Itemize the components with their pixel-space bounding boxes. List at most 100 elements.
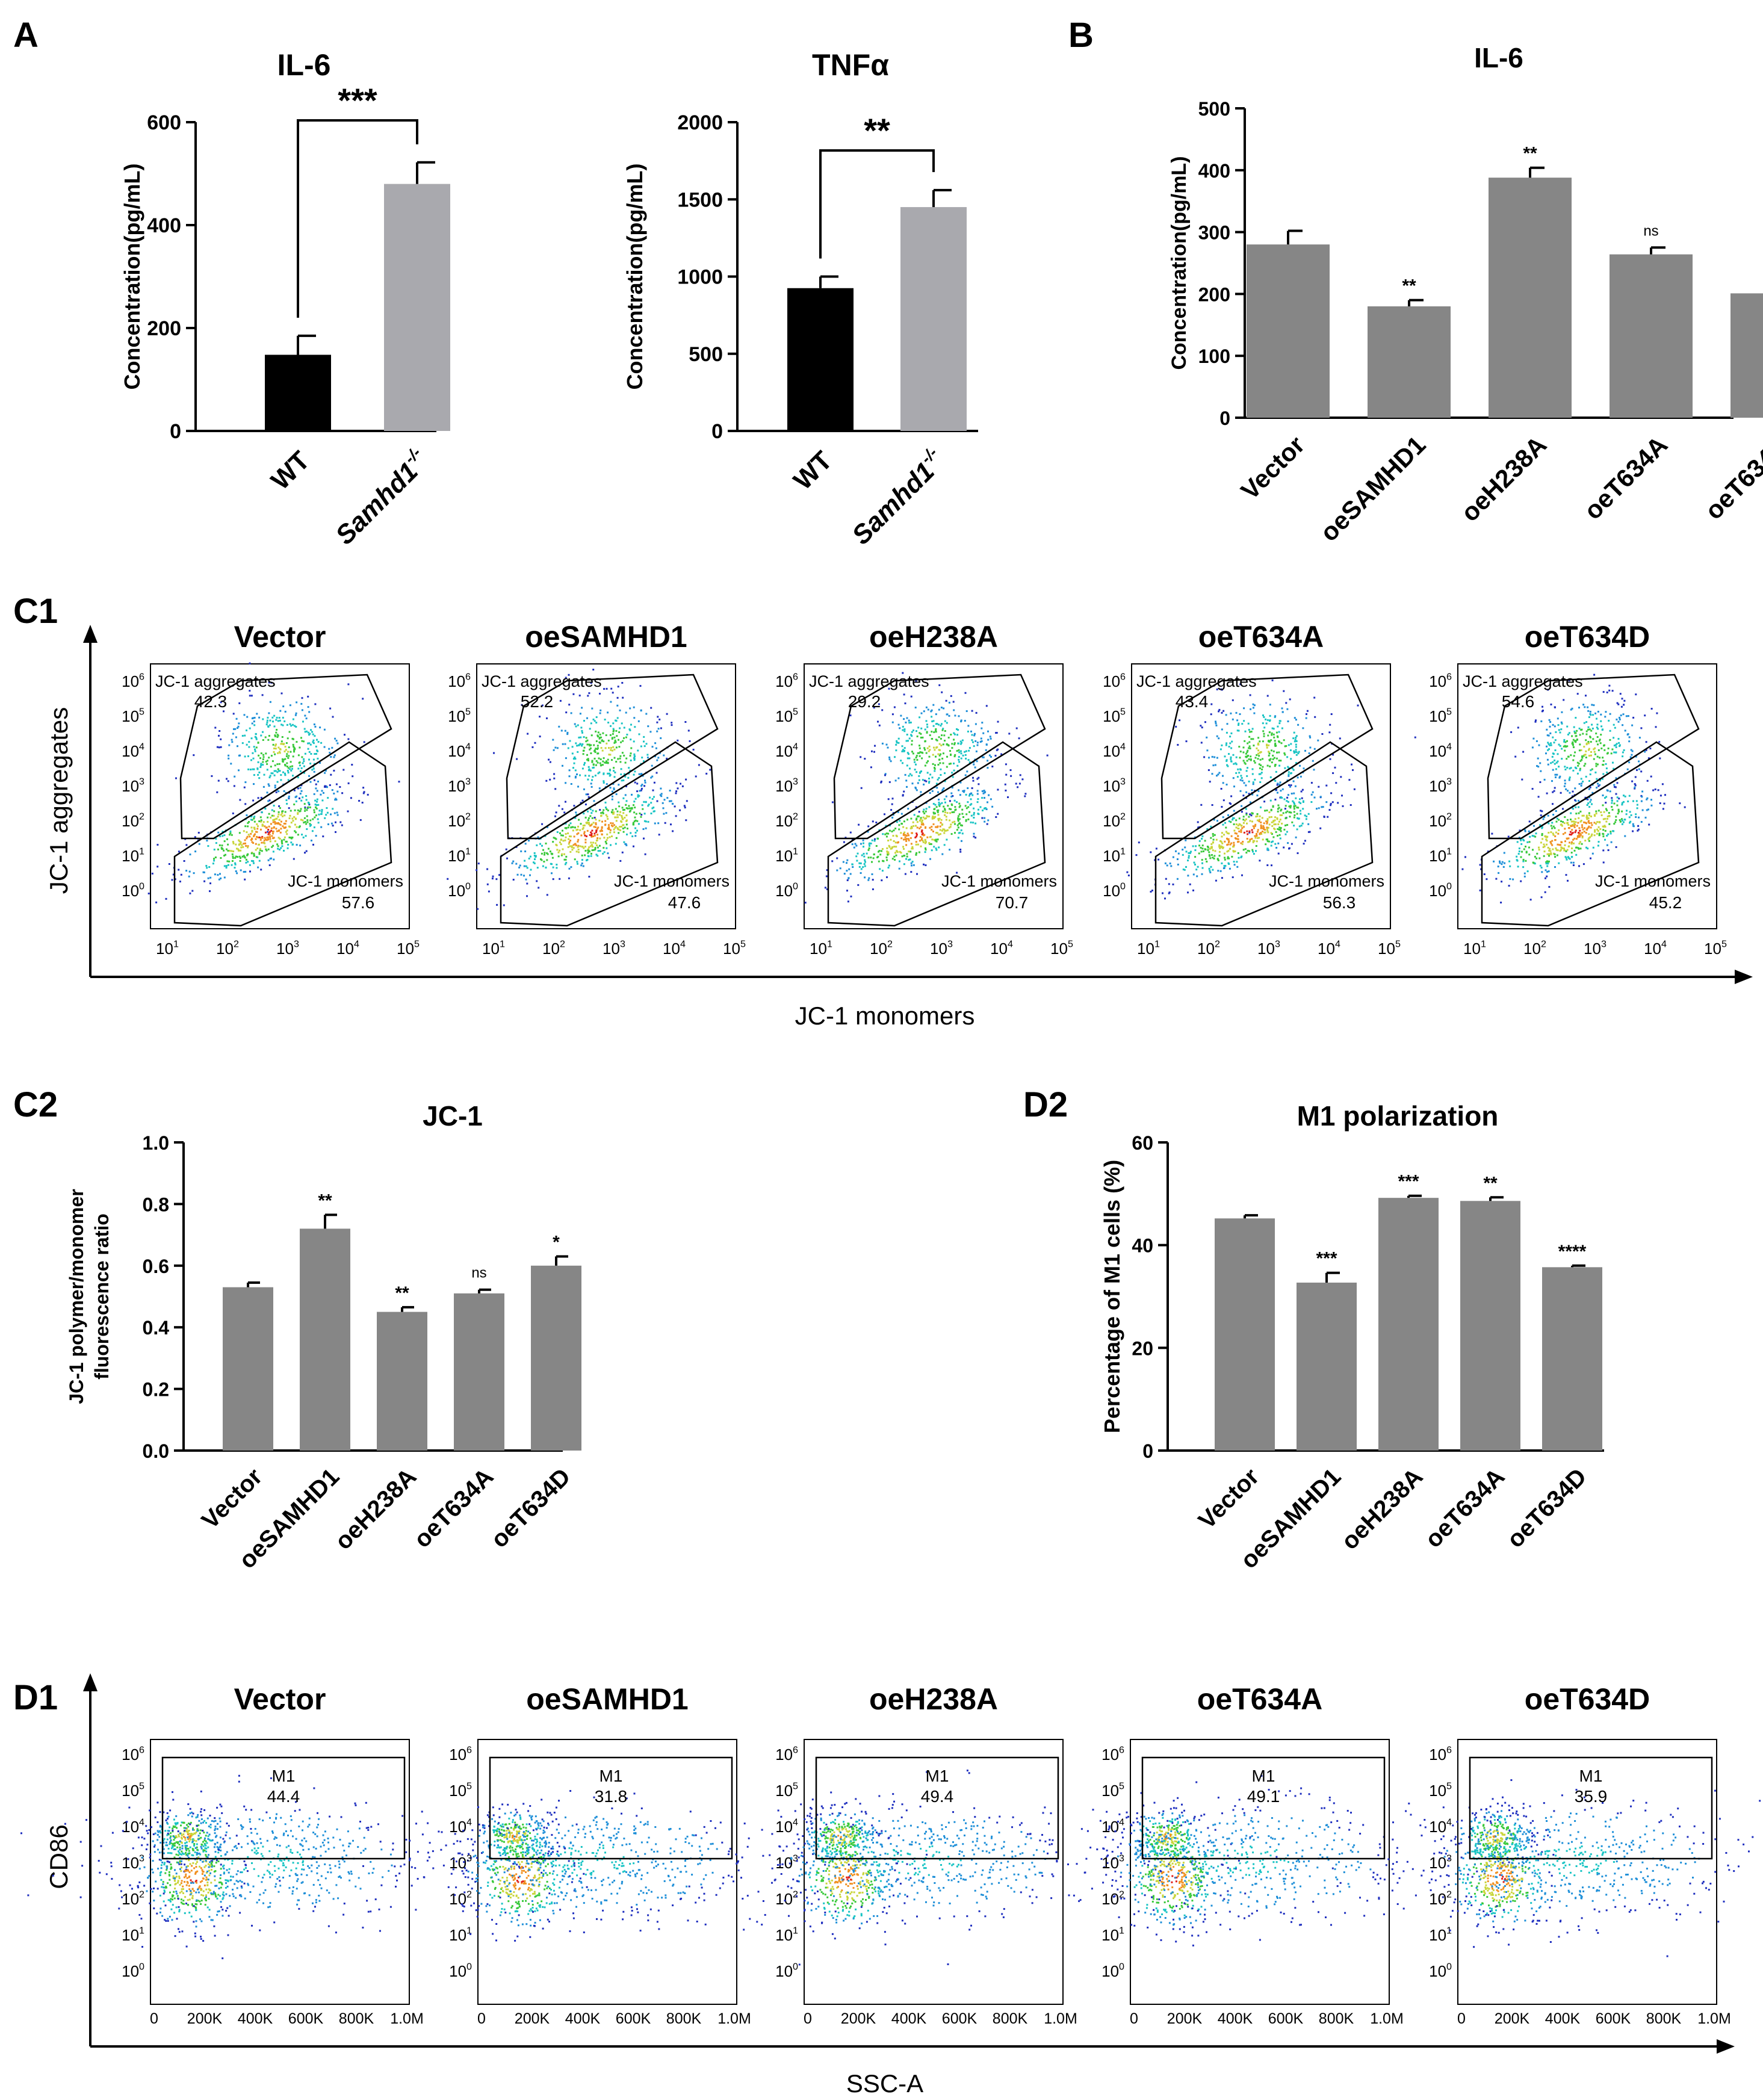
event-dot <box>1571 735 1573 737</box>
event-dot <box>218 746 220 749</box>
event-dot <box>1548 734 1550 737</box>
event-dot <box>625 819 628 822</box>
event-dot <box>298 762 300 764</box>
event-dot <box>611 759 613 761</box>
event-dot <box>644 781 646 784</box>
event-dot <box>595 748 597 750</box>
event-dot <box>981 817 984 819</box>
event-dot <box>613 811 615 813</box>
event-dot <box>289 704 291 707</box>
event-dot <box>652 810 655 813</box>
event-dot <box>291 765 294 767</box>
event-dot <box>917 752 919 754</box>
gate-label-monomers: JC-1 monomers <box>1269 872 1384 890</box>
y-tick-label: 0.2 <box>143 1379 169 1401</box>
event-dot <box>934 770 936 772</box>
event-dot <box>330 813 332 816</box>
event-dot <box>1650 804 1653 807</box>
event-dot <box>336 814 339 816</box>
event-dot <box>939 803 941 805</box>
event-dot <box>941 829 943 832</box>
event-dot <box>253 746 255 748</box>
label-base: 10 <box>448 672 465 690</box>
event-dot <box>300 790 303 792</box>
event-dot <box>330 756 332 758</box>
event-dot <box>1225 759 1228 761</box>
event-dot <box>1565 746 1567 748</box>
event-dot <box>670 800 672 802</box>
event-dot <box>1522 866 1525 869</box>
bar <box>1730 293 1763 418</box>
event-dot <box>619 829 622 831</box>
event-dot <box>1265 718 1267 720</box>
event-dot <box>257 742 259 744</box>
event-dot <box>976 742 979 744</box>
event-dot <box>1550 825 1552 827</box>
event-dot <box>637 720 640 722</box>
event-dot <box>633 759 636 761</box>
event-dot <box>846 859 849 861</box>
event-dot <box>1239 823 1241 826</box>
event-dot <box>1518 837 1520 839</box>
event-dot <box>307 748 309 750</box>
event-dot <box>158 1836 161 1838</box>
x-tick-label: 101 <box>156 938 179 958</box>
event-dot <box>1602 764 1605 766</box>
event-dot <box>1200 725 1202 727</box>
event-dot <box>1228 857 1230 860</box>
event-dot <box>962 754 964 757</box>
event-dot <box>278 823 280 825</box>
event-dot <box>638 733 640 736</box>
event-dot <box>860 756 862 758</box>
event-dot <box>1545 838 1548 841</box>
event-dot <box>919 745 920 747</box>
event-dot <box>1244 848 1247 850</box>
event-dot <box>1524 830 1526 832</box>
event-dot <box>1164 897 1166 900</box>
event-dot <box>610 844 612 846</box>
event-dot <box>973 745 975 748</box>
event-dot <box>592 776 594 778</box>
event-dot <box>291 817 294 820</box>
event-dot <box>1580 784 1582 787</box>
event-dot <box>982 732 985 734</box>
event-dot <box>1597 728 1599 730</box>
event-dot <box>292 775 294 777</box>
event-dot <box>935 832 938 834</box>
event-dot <box>332 716 334 718</box>
event-dot <box>894 828 897 829</box>
event-dot <box>592 841 595 844</box>
event-dot <box>347 810 349 813</box>
event-dot <box>973 734 976 737</box>
event-dot <box>1551 844 1554 846</box>
event-dot <box>588 876 590 878</box>
event-dot <box>553 777 556 779</box>
event-dot <box>975 711 978 714</box>
event-dot <box>656 721 658 723</box>
label-superscript: 6 <box>139 1744 144 1755</box>
event-dot <box>623 841 625 843</box>
event-dot <box>1260 824 1262 826</box>
event-dot <box>1276 735 1278 737</box>
event-dot <box>595 740 598 742</box>
event-dot <box>905 779 908 782</box>
gate-monomers <box>500 741 719 927</box>
event-dot <box>937 723 940 726</box>
event-dot <box>1619 718 1621 720</box>
label-superscript: 1 <box>139 1925 144 1936</box>
event-dot <box>1587 838 1590 840</box>
event-dot <box>982 810 984 811</box>
event-dot <box>606 742 608 745</box>
event-dot <box>1590 741 1592 743</box>
event-dot <box>314 799 317 802</box>
event-dot <box>268 724 271 726</box>
y-tick-label: 105 <box>775 706 798 725</box>
event-dot <box>1501 863 1503 866</box>
event-dot <box>1581 843 1583 845</box>
event-dot <box>258 771 261 773</box>
event-dot <box>1522 858 1525 861</box>
event-dot <box>564 827 566 829</box>
event-dot <box>625 814 628 817</box>
event-dot <box>1251 849 1254 851</box>
event-dot <box>588 822 590 824</box>
